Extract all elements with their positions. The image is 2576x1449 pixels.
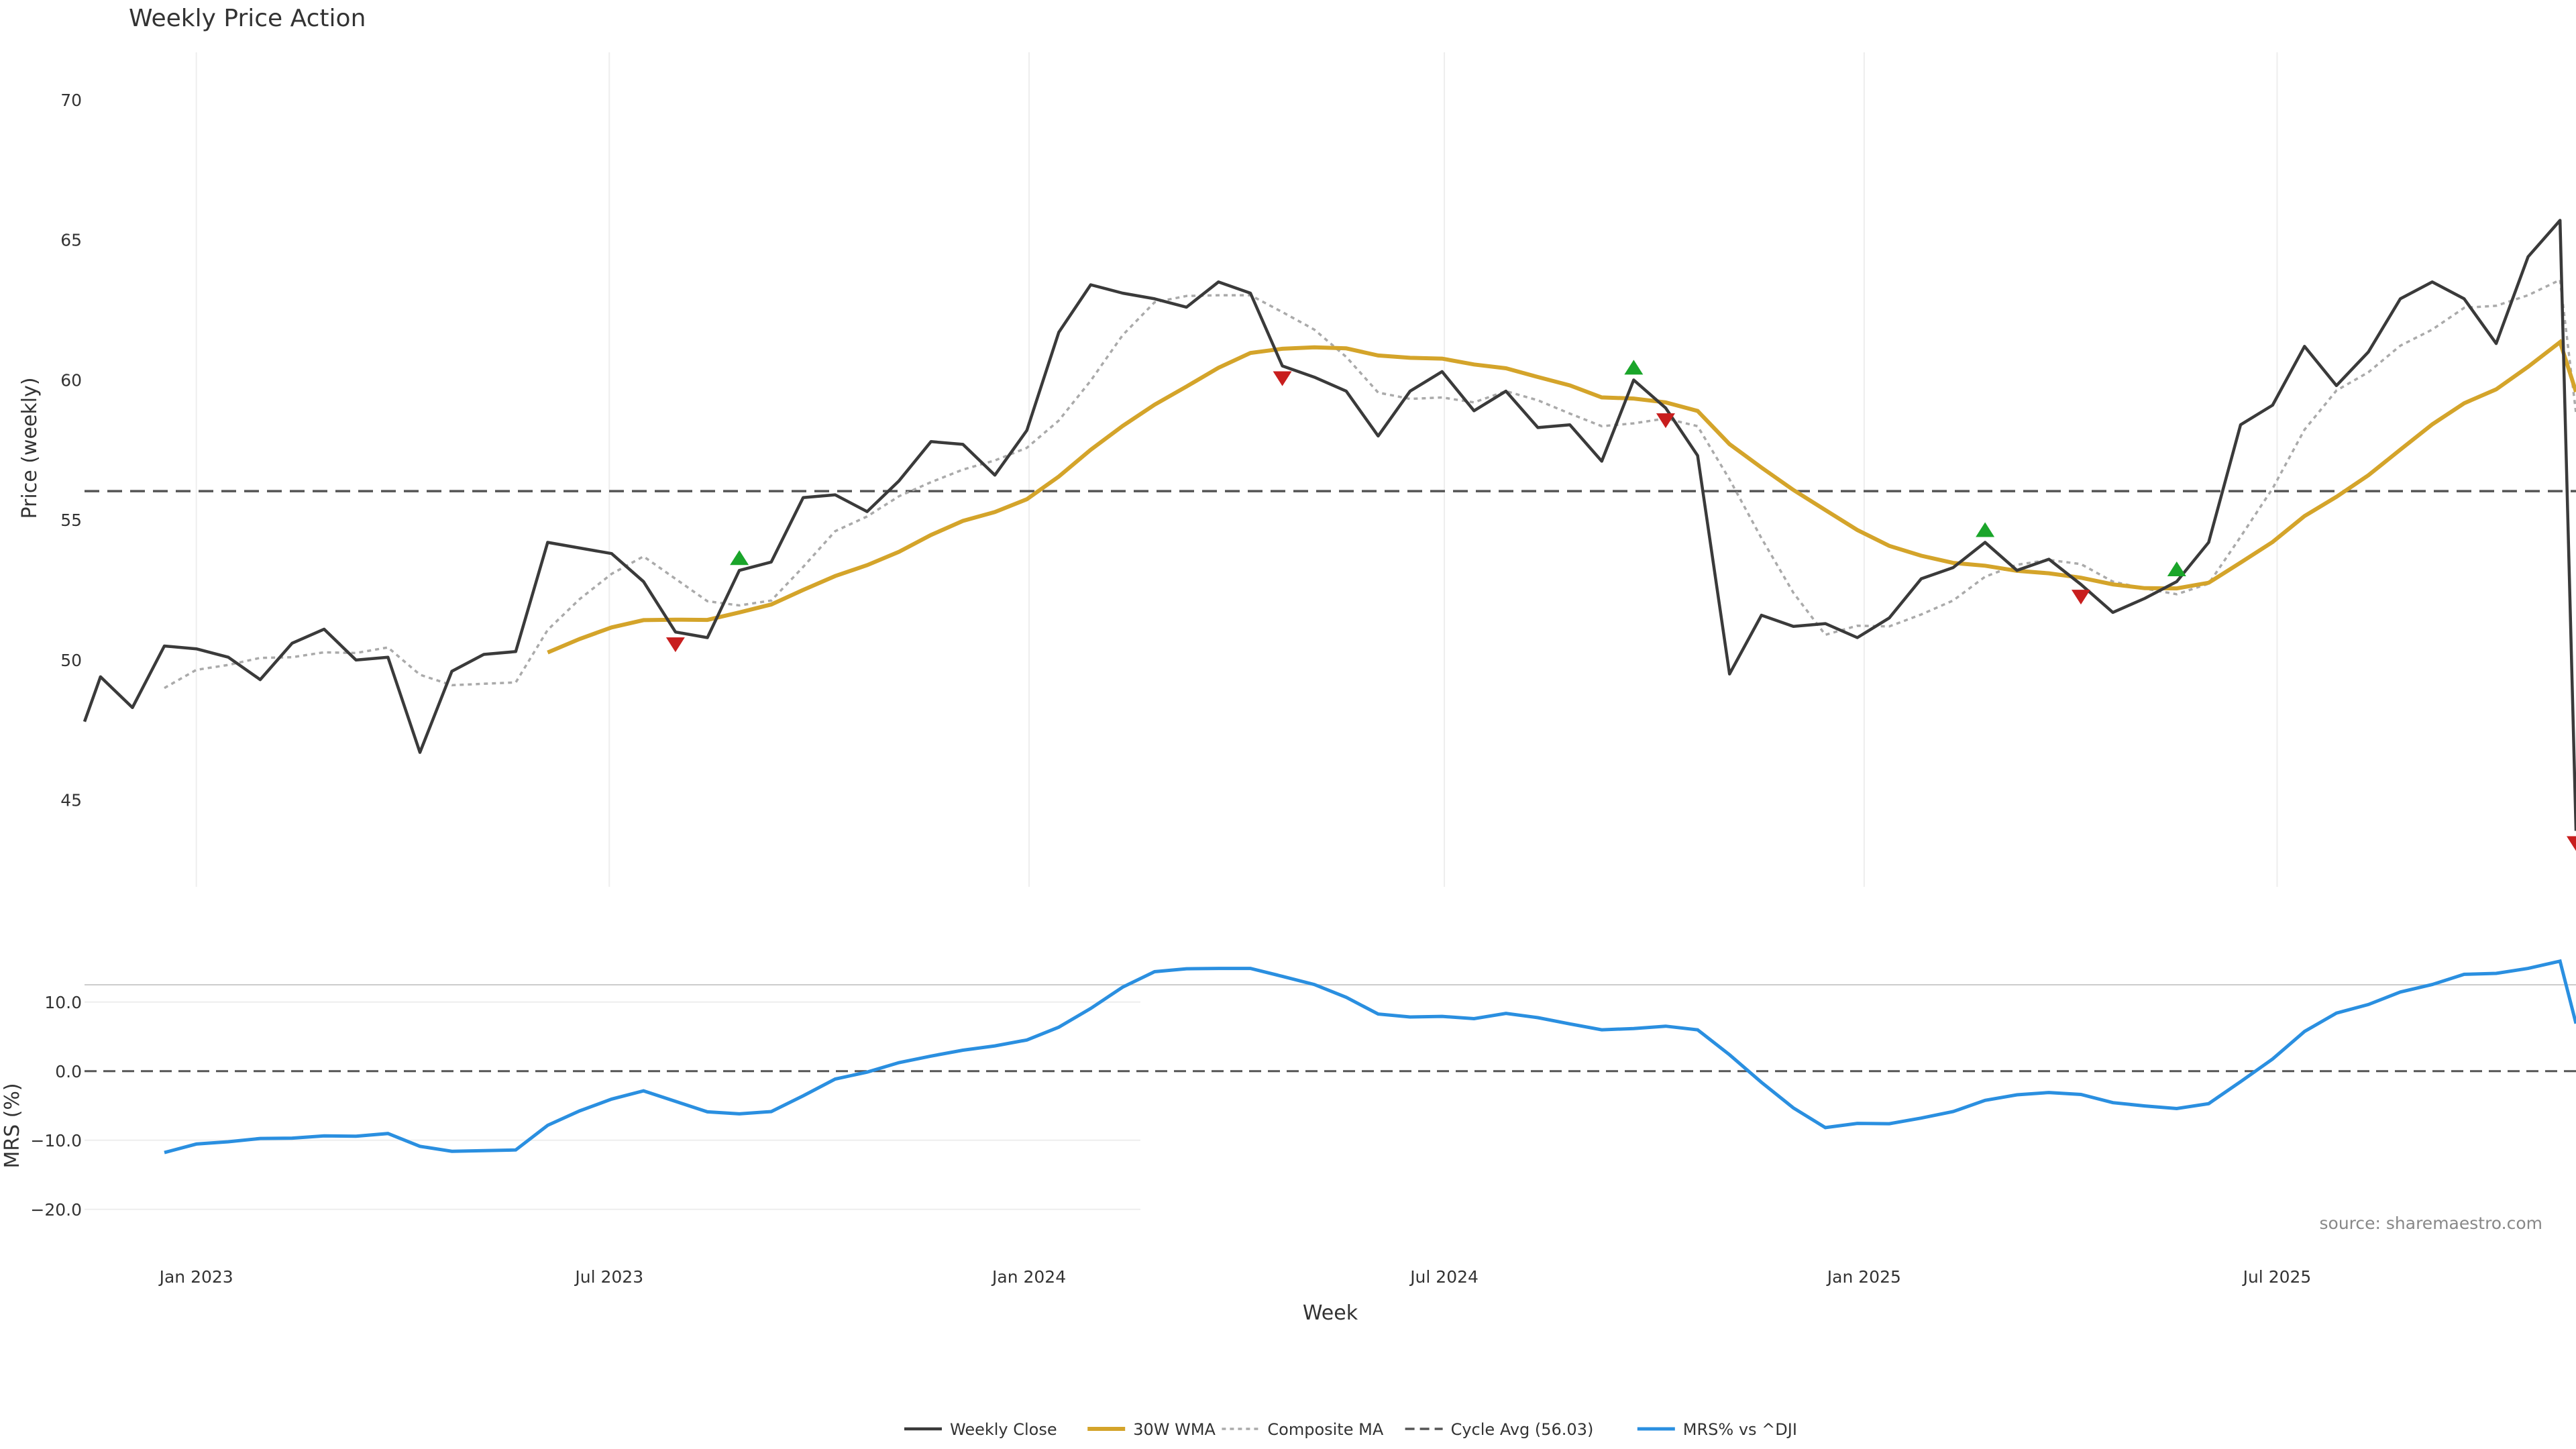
mrs-y-tick-label: 0.0 [55,1062,82,1081]
legend-label-composite-ma: Composite MA [1267,1420,1383,1439]
buy-signal-marker [1976,522,1995,537]
weekly-close-line [83,219,2576,831]
price-y-tick-label: 70 [60,91,82,110]
legend-label-cycle-avg: Cycle Avg (56.03) [1451,1420,1594,1439]
chart-title: Weekly Price Action [129,5,366,32]
composite-ma-line [164,278,2576,690]
price-gridlines [195,52,2278,887]
x-tick-label: Jan 2024 [991,1267,1066,1287]
mrs-y-tick-label: −20.0 [30,1200,82,1220]
wma-30w-line [547,339,2576,655]
mrs-y-tick-label: −10.0 [30,1131,82,1150]
x-tick-label: Jul 2024 [1409,1267,1479,1287]
sell-signal-marker [2567,836,2576,851]
mrs-y-ticks: −20.0 −10.0 0.0 10.0 [30,993,82,1220]
sell-signal-marker [665,637,685,653]
sell-signal-marker [2071,590,2090,605]
source-note: source: sharemaestro.com [2320,1214,2543,1233]
price-y-tick-label: 50 [60,651,82,670]
x-tick-label: Jul 2023 [574,1267,643,1287]
price-y-ticks: 45 50 55 60 65 70 [60,91,82,810]
price-y-tick-label: 45 [60,791,82,810]
price-y-tick-label: 60 [60,370,82,390]
legend-label-wma: 30W WMA [1133,1420,1216,1439]
buy-signal-marker [1624,360,1644,375]
price-y-axis-label: Price (weekly) [18,377,42,519]
legend-label-weekly-close: Weekly Close [950,1420,1057,1439]
mrs-y-tick-label: 10.0 [44,993,82,1012]
signal-markers [665,360,2576,851]
x-axis-ticks: Jan 2023 Jul 2023 Jan 2024 Jul 2024 Jan 2025… [158,1267,2312,1287]
buy-signal-marker [2167,561,2186,576]
price-y-tick-label: 55 [60,511,82,530]
x-tick-label: Jan 2025 [1826,1267,1901,1287]
sell-signal-marker [1656,413,1675,429]
x-tick-label: Jan 2023 [158,1267,233,1287]
sell-signal-marker [1273,371,1292,386]
mrs-y-axis-label: MRS (%) [1,1083,24,1168]
x-axis-label: Week [1303,1301,1358,1325]
x-tick-label: Jul 2025 [2242,1267,2312,1287]
price-y-tick-label: 65 [60,231,82,250]
mrs-line [164,959,2576,1155]
buy-signal-marker [730,550,749,566]
legend: Weekly Close 30W WMA Composite MA Cycle Avg… [904,1420,1797,1439]
legend-label-mrs: MRS% vs ^DJI [1683,1420,1797,1439]
mrs-gridlines [85,984,2576,1210]
